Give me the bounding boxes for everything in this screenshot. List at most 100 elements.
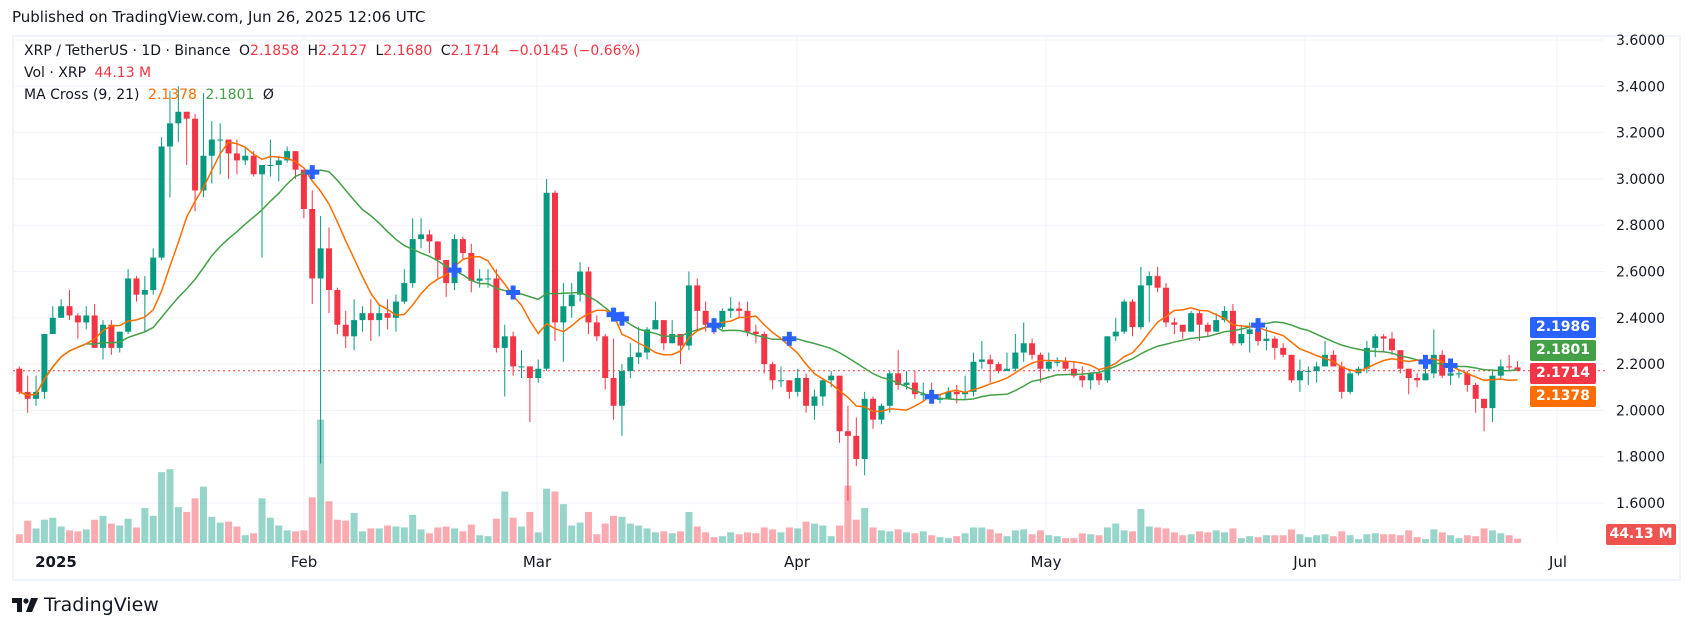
candle-body: [384, 313, 391, 318]
volume-bar: [317, 419, 325, 543]
candle-body: [208, 139, 215, 156]
volume-bar: [24, 520, 32, 543]
volume-bar: [225, 521, 233, 543]
candle-body: [886, 373, 893, 406]
volume-bar: [819, 525, 827, 543]
volume-bar: [861, 508, 869, 543]
volume-bar: [66, 530, 74, 543]
candle-body: [610, 377, 617, 406]
volume-bar: [1304, 537, 1312, 543]
candle-body: [660, 320, 667, 344]
volume-bar: [1497, 533, 1505, 543]
ma-cross-marker: [447, 263, 462, 278]
volume-bar: [601, 523, 609, 543]
candle-body: [844, 431, 851, 436]
price-tick-label: 1.6000: [1616, 496, 1665, 512]
candle-body: [1112, 331, 1119, 337]
candle-body: [878, 405, 885, 420]
volume-bar: [425, 533, 433, 543]
candle-body: [158, 146, 165, 258]
volume-bar: [40, 519, 48, 543]
ma-cross-label[interactable]: MA Cross (9, 21): [24, 87, 140, 103]
volume-bar: [417, 529, 425, 543]
candle-body: [1012, 352, 1019, 369]
volume-bar: [392, 526, 400, 543]
candle-body: [727, 308, 734, 311]
candle-body: [1405, 368, 1412, 378]
candle-body: [1464, 373, 1471, 385]
symbol-title[interactable]: XRP / TetherUS · 1D · Binance: [24, 43, 231, 59]
candle-body: [1439, 354, 1446, 376]
candle-body: [468, 252, 475, 281]
low-label: L: [375, 43, 384, 59]
volume-bar: [877, 530, 885, 543]
volume-bar: [551, 491, 559, 543]
volume-bar: [944, 538, 952, 543]
chart-frame: [12, 35, 1681, 581]
candle-body: [644, 329, 651, 353]
volume-bar: [501, 491, 509, 543]
price-tick-label: 3.6000: [1616, 33, 1665, 49]
ma-slow-price-label: 2.1801: [1530, 340, 1596, 361]
volume-bar: [1154, 527, 1162, 543]
candle-body: [1179, 324, 1186, 332]
candle-body: [33, 391, 40, 399]
volume-bar: [1221, 532, 1229, 543]
volume-bar: [1237, 538, 1245, 543]
volume-bar: [702, 532, 710, 543]
volume-bar: [1070, 538, 1078, 543]
candle-body: [225, 139, 232, 154]
candle-body: [392, 301, 399, 318]
candle-body: [836, 375, 843, 432]
volume-bar: [986, 529, 994, 543]
candle-body: [292, 151, 299, 170]
tradingview-logo[interactable]: TradingView: [12, 594, 159, 616]
candle-body: [543, 192, 550, 369]
volume-bar: [1246, 536, 1254, 543]
volume-bar: [1438, 532, 1446, 543]
volume-bar: [1078, 533, 1086, 543]
volume-bar: [107, 523, 115, 543]
candle-body: [116, 331, 123, 348]
candle-body: [970, 361, 977, 392]
volume-bar: [836, 525, 844, 543]
low-value: 2.1680: [383, 43, 433, 59]
volume-bar: [1480, 528, 1488, 543]
ma-slow-line: [19, 169, 1518, 401]
candle-body: [233, 153, 240, 161]
candle-body: [250, 155, 257, 175]
candle-body: [83, 315, 90, 323]
candle-body: [627, 357, 634, 372]
legend-symbol-row: XRP / TetherUS · 1D · Binance O2.1858 H2…: [24, 43, 644, 59]
candle-body: [694, 285, 701, 311]
candle-body: [978, 359, 985, 362]
candle-body: [342, 324, 349, 337]
volume-label[interactable]: Vol · XRP: [24, 65, 87, 81]
candle-body: [1338, 366, 1345, 392]
candle-body: [1171, 322, 1178, 325]
time-label-feb: Feb: [290, 553, 318, 571]
volume-bar: [216, 522, 224, 543]
candle-body: [777, 380, 784, 382]
candle-body: [1054, 361, 1061, 363]
volume-bar: [777, 532, 785, 543]
candle-body: [1162, 287, 1169, 323]
volume-bars: [15, 419, 1522, 543]
candle-body: [1045, 361, 1052, 369]
volume-bar: [434, 527, 442, 543]
price-axis[interactable]: 3.6000 3.4000 3.2000 3.0000 2.8000 2.6000 2.40…: [1616, 33, 1665, 512]
volume-bar: [752, 533, 760, 543]
time-label-jun: Jun: [1293, 553, 1317, 571]
volume-bar: [1388, 534, 1396, 543]
volume-bar: [325, 501, 333, 543]
volume-bar: [1036, 530, 1044, 543]
candle-body: [300, 169, 307, 209]
candle-body: [476, 278, 483, 281]
last-price-label: 2.1714: [1530, 363, 1596, 384]
volume-bar: [32, 528, 40, 543]
candle-body: [351, 320, 358, 337]
volume-bar: [1488, 530, 1496, 543]
candle-body: [16, 368, 23, 392]
volume-bar: [400, 527, 408, 543]
